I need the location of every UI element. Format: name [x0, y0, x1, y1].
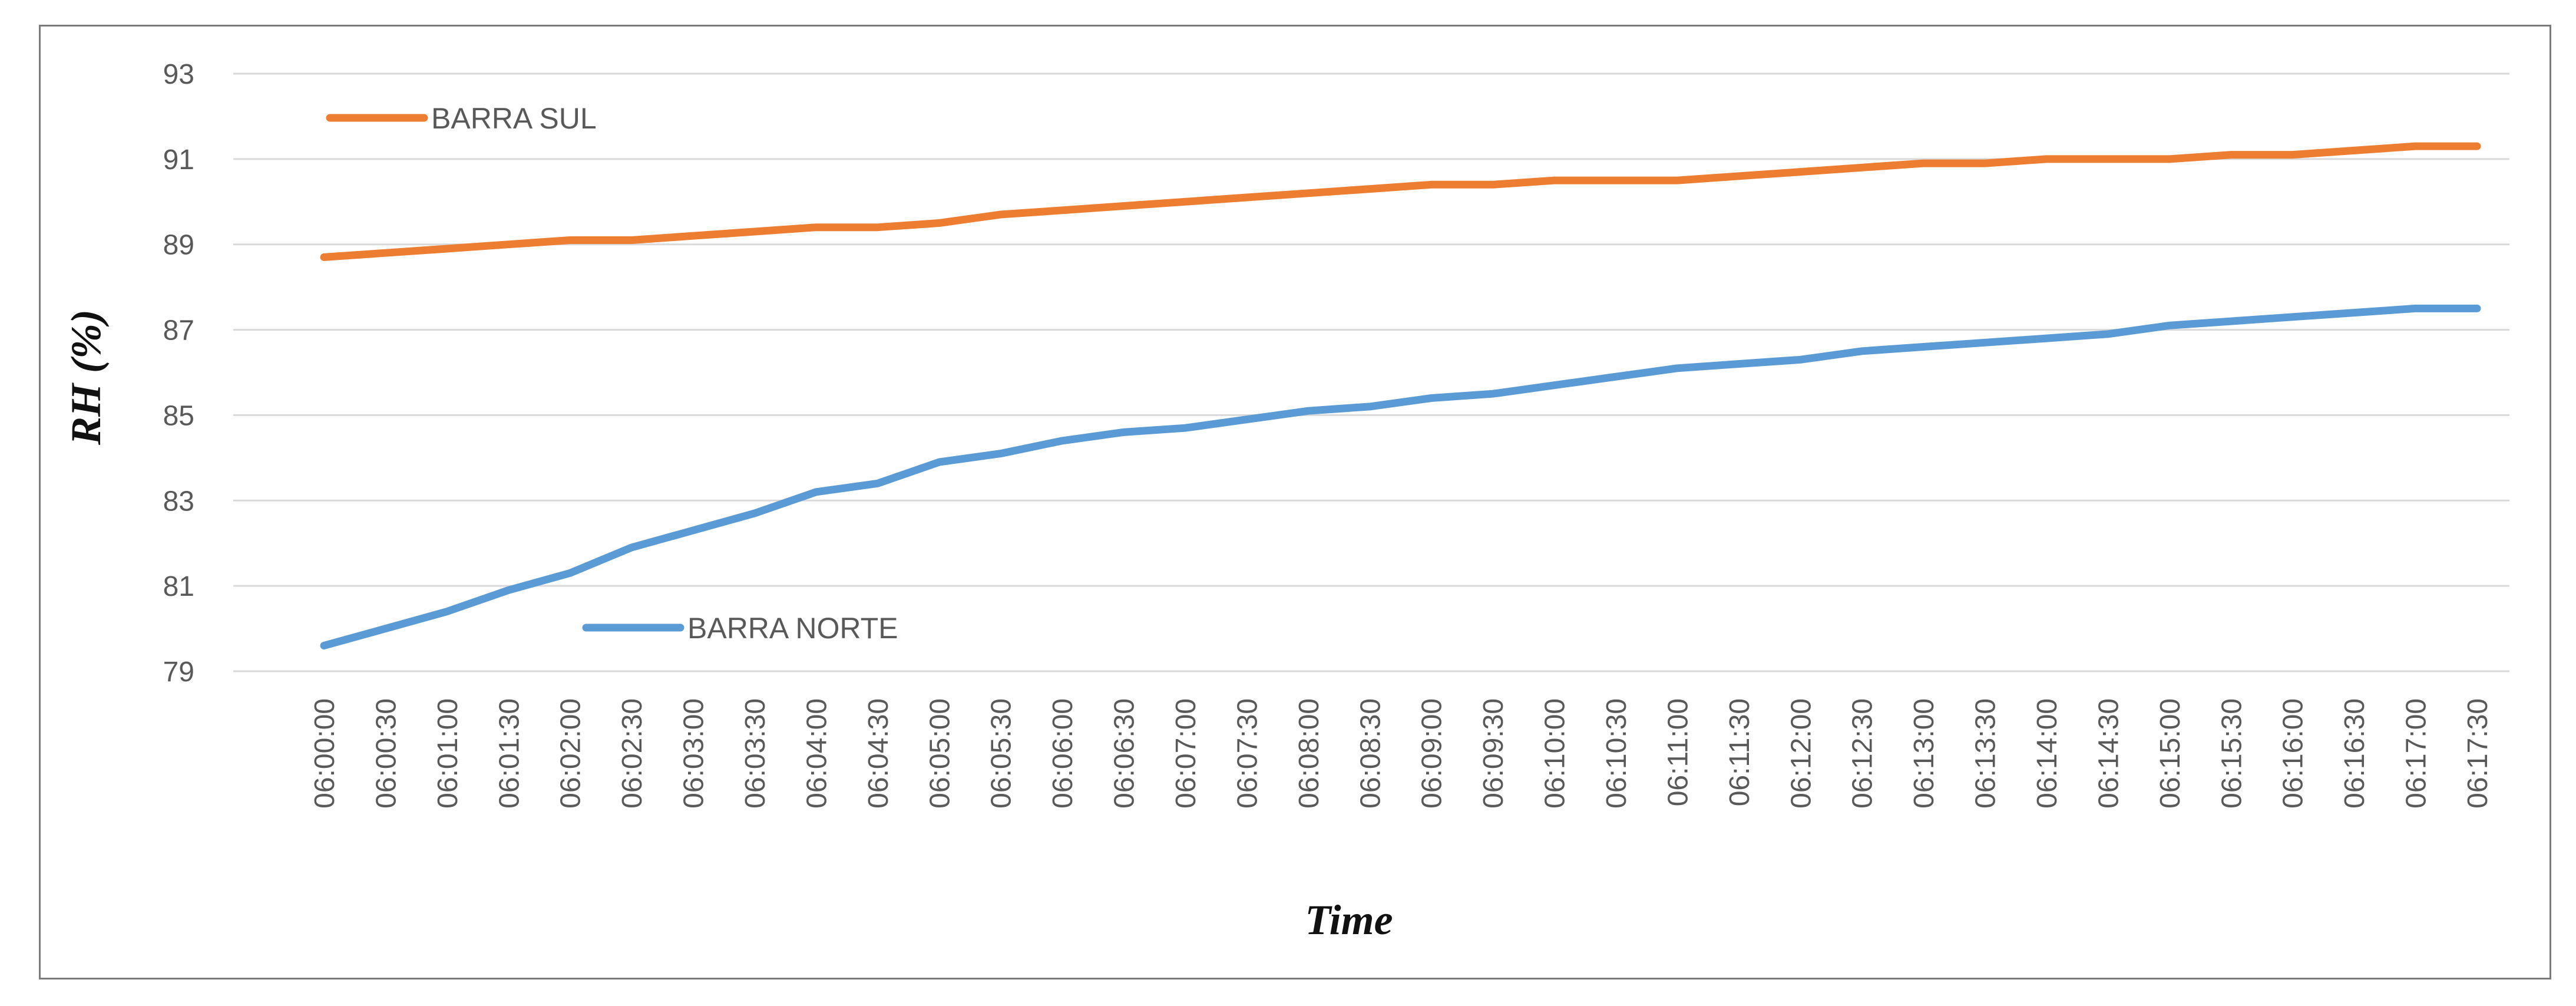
y-tick-label: 79 — [163, 657, 194, 688]
x-tick-label: 06:16:00 — [2278, 698, 2309, 809]
x-tick-label: 06:03:30 — [740, 698, 771, 809]
y-tick-label: 81 — [163, 571, 194, 602]
x-tick-label: 06:00:30 — [371, 698, 402, 809]
x-tick-label: 06:12:30 — [1847, 698, 1879, 809]
x-tick-label: 06:06:30 — [1109, 698, 1140, 809]
x-tick-label: 06:11:00 — [1662, 698, 1694, 806]
x-tick-label: 06:17:30 — [2462, 698, 2494, 809]
x-tick-label: 06:04:30 — [863, 698, 894, 809]
x-tick-label: 06:09:30 — [1478, 698, 1509, 809]
x-tick-label: 06:04:00 — [801, 698, 832, 809]
x-tick-label: 06:13:00 — [1909, 698, 1940, 809]
x-tick-label: 06:14:30 — [2093, 698, 2124, 809]
x-tick-label: 06:01:00 — [432, 698, 464, 809]
legend-label: BARRA SUL — [431, 102, 597, 135]
x-tick-label: 06:14:00 — [2032, 698, 2063, 809]
y-tick-label: 85 — [163, 400, 194, 431]
x-tick-label: 06:07:00 — [1170, 698, 1202, 809]
gridlines — [233, 72, 2509, 672]
y-tick-label: 91 — [163, 144, 194, 176]
y-tick-label: 83 — [163, 486, 194, 517]
x-tick-label: 06:17:00 — [2401, 698, 2432, 809]
series-line-barra-sul — [320, 142, 2481, 261]
x-tick-label: 06:07:30 — [1232, 698, 1263, 809]
x-tick-label: 06:00:00 — [309, 698, 340, 809]
x-tick-label: 06:10:30 — [1601, 698, 1632, 809]
x-tick-label: 06:01:30 — [494, 698, 525, 809]
chart-frame: 79 81 83 85 87 89 91 93 06:00:00 06:00:30 06:01:0… — [39, 25, 2551, 979]
x-tick-label: 06:16:30 — [2339, 698, 2370, 809]
x-tick-label: 06:05:30 — [986, 698, 1017, 809]
x-axis-title: Time — [1305, 896, 1393, 944]
y-axis-title: RH (%) — [62, 309, 110, 446]
line-chart: 79 81 83 85 87 89 91 93 06:00:00 06:00:30 06:01:0… — [62, 59, 2509, 944]
x-tick-label: 06:02:00 — [555, 698, 587, 809]
x-tick-label: 06:09:00 — [1417, 698, 1448, 809]
legend-label: BARRA NORTE — [687, 612, 898, 645]
x-tick-label: 06:05:00 — [924, 698, 955, 809]
x-tick-label: 06:06:00 — [1047, 698, 1079, 809]
x-tick-label: 06:12:00 — [1785, 698, 1817, 809]
x-tick-label: 06:02:30 — [617, 698, 648, 809]
legend: BARRA SUL BARRA NORTE — [326, 102, 898, 645]
y-tick-label: 87 — [163, 315, 194, 347]
y-tick-label: 93 — [163, 59, 194, 90]
series-line-barra-norte — [320, 304, 2481, 649]
x-tick-label: 06:15:30 — [2216, 698, 2247, 809]
x-tick-label: 06:03:00 — [679, 698, 710, 809]
x-tick-label: 06:11:30 — [1724, 698, 1755, 806]
x-tick-label: 06:13:30 — [1970, 698, 2002, 809]
x-tick-label: 06:08:30 — [1355, 698, 1386, 809]
y-tick-label: 89 — [163, 230, 194, 261]
y-axis-ticks: 79 81 83 85 87 89 91 93 — [163, 59, 194, 688]
series-lines — [320, 142, 2481, 649]
x-tick-label: 06:15:00 — [2155, 698, 2186, 809]
x-tick-label: 06:10:00 — [1540, 698, 1571, 809]
x-tick-label: 06:08:00 — [1294, 698, 1325, 809]
x-axis-ticks: 06:00:00 06:00:30 06:01:00 06:01:30 06:02:00… — [309, 698, 2494, 809]
